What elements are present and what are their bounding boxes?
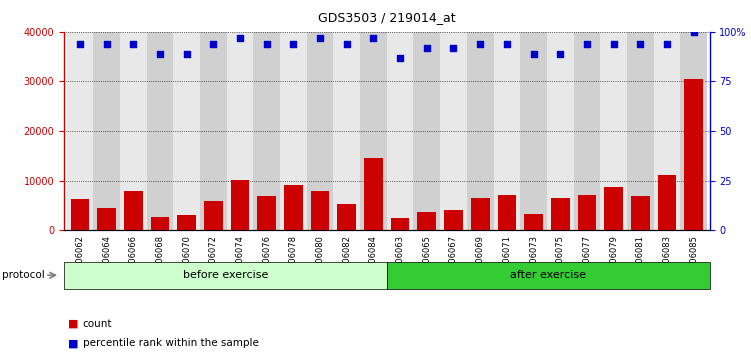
Point	[101, 41, 113, 47]
Point	[554, 51, 566, 57]
Bar	[124, 192, 143, 230]
Bar	[280, 32, 306, 230]
Bar	[391, 218, 409, 230]
Bar	[600, 32, 627, 230]
Point	[127, 41, 139, 47]
Text: percentile rank within the sample: percentile rank within the sample	[83, 338, 258, 348]
Point	[314, 35, 326, 41]
Point	[448, 45, 460, 51]
Bar	[311, 192, 330, 230]
Point	[207, 41, 219, 47]
Bar	[364, 158, 383, 230]
Point	[527, 51, 539, 57]
Text: count: count	[83, 319, 112, 329]
Point	[367, 35, 379, 41]
Bar	[574, 32, 600, 230]
Point	[501, 41, 513, 47]
Point	[261, 41, 273, 47]
Point	[608, 41, 620, 47]
Text: ■: ■	[68, 338, 78, 348]
Bar	[204, 201, 222, 230]
Point	[688, 29, 700, 35]
Bar	[578, 195, 596, 230]
Text: ■: ■	[68, 319, 78, 329]
Bar	[227, 32, 253, 230]
Bar	[333, 32, 360, 230]
Bar	[440, 32, 467, 230]
Bar	[414, 32, 440, 230]
Bar	[150, 217, 169, 230]
Bar	[471, 198, 490, 230]
Bar	[253, 32, 280, 230]
Bar	[71, 199, 89, 230]
Bar	[97, 208, 116, 230]
Bar	[520, 32, 547, 230]
Point	[581, 41, 593, 47]
Point	[421, 45, 433, 51]
Point	[180, 51, 192, 57]
Text: GDS3503 / 219014_at: GDS3503 / 219014_at	[318, 11, 456, 24]
Bar	[631, 196, 650, 230]
Bar	[497, 195, 516, 230]
Bar	[467, 32, 493, 230]
Bar	[627, 32, 653, 230]
Bar	[258, 196, 276, 230]
Point	[74, 41, 86, 47]
Bar	[200, 32, 227, 230]
Bar	[120, 32, 146, 230]
Text: after exercise: after exercise	[510, 270, 587, 280]
Point	[288, 41, 300, 47]
Bar	[547, 32, 574, 230]
Bar	[173, 32, 200, 230]
Bar	[360, 32, 387, 230]
Bar	[231, 179, 249, 230]
Bar	[684, 79, 703, 230]
Bar	[551, 198, 569, 230]
Bar	[605, 188, 623, 230]
Point	[154, 51, 166, 57]
Bar	[284, 184, 303, 230]
Bar	[680, 32, 707, 230]
Bar	[177, 215, 196, 230]
Bar	[146, 32, 173, 230]
Bar	[653, 32, 680, 230]
Bar	[93, 32, 120, 230]
Point	[394, 55, 406, 61]
Point	[341, 41, 353, 47]
Bar	[658, 175, 677, 230]
Bar	[524, 214, 543, 230]
Text: before exercise: before exercise	[182, 270, 268, 280]
Bar	[444, 210, 463, 230]
Point	[474, 41, 486, 47]
Text: protocol: protocol	[2, 270, 44, 280]
Bar	[418, 212, 436, 230]
Point	[661, 41, 673, 47]
Bar	[337, 204, 356, 230]
Point	[635, 41, 647, 47]
Bar	[387, 32, 414, 230]
Bar	[493, 32, 520, 230]
Point	[234, 35, 246, 41]
Bar	[306, 32, 333, 230]
Bar	[67, 32, 93, 230]
